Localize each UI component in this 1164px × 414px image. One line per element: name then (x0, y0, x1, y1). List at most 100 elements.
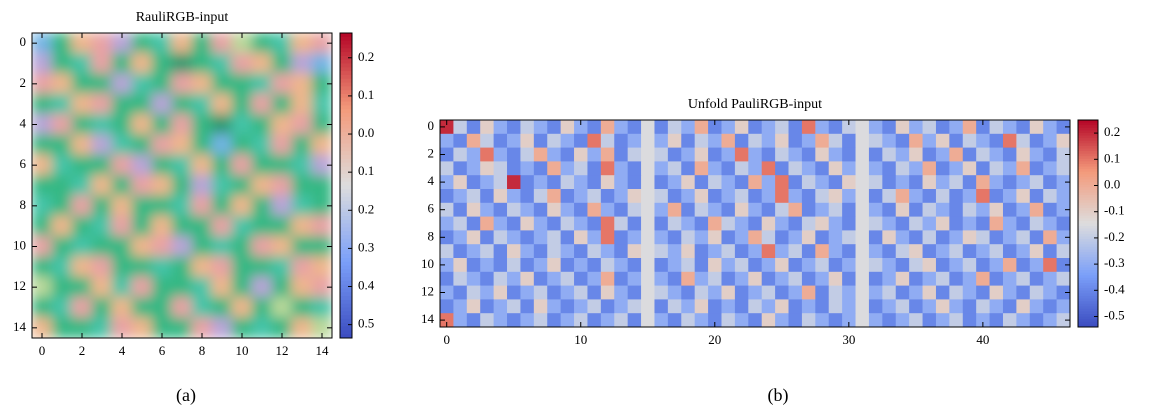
pixel (51, 235, 73, 258)
cell (734, 202, 749, 217)
cell (493, 313, 508, 328)
cell (734, 271, 749, 286)
colorbar-segment (340, 63, 352, 68)
colorbar-segment (340, 322, 352, 328)
cell (962, 258, 977, 273)
pixel (291, 134, 313, 156)
cell (493, 271, 508, 286)
cell (627, 120, 642, 135)
cell (815, 133, 830, 148)
colorbar-tick-label: 0.1 (358, 87, 374, 102)
cell (882, 258, 897, 273)
cell (815, 285, 830, 300)
cell (654, 216, 669, 231)
pixel (311, 134, 332, 156)
cell (1016, 244, 1031, 259)
pixel (171, 93, 193, 115)
colorbar-segment (340, 303, 352, 308)
cell (949, 175, 964, 190)
colorbar-segment (340, 151, 352, 156)
cell (520, 230, 535, 245)
cell (895, 216, 910, 231)
cell (480, 202, 495, 217)
cell (600, 313, 615, 328)
cell (1043, 244, 1057, 259)
cell (440, 299, 454, 314)
cell (480, 175, 495, 190)
colorbar-segment (1078, 311, 1098, 315)
cell (681, 120, 696, 135)
cell (949, 189, 964, 204)
cell (507, 133, 521, 148)
colorbar-segment (340, 143, 352, 148)
cell (466, 313, 481, 328)
cell (855, 133, 870, 148)
pixel (32, 134, 53, 156)
cell (600, 147, 615, 162)
cell (788, 175, 803, 190)
cell (1043, 216, 1057, 231)
pixel (171, 73, 193, 95)
colorbar-segment (1078, 130, 1098, 134)
cell (828, 147, 843, 162)
cell (560, 189, 575, 204)
cell (734, 133, 749, 148)
colorbar-segment (1078, 161, 1098, 165)
cell (533, 147, 548, 162)
cell (989, 120, 1004, 135)
pixel (151, 93, 173, 115)
cell (600, 258, 615, 273)
colorbar-segment (340, 250, 352, 255)
cell (828, 175, 843, 190)
cell (1056, 244, 1071, 259)
cell (493, 216, 508, 231)
cell (520, 120, 535, 135)
cell (721, 189, 736, 204)
cell (801, 244, 816, 259)
cell (828, 313, 843, 328)
pixel (291, 296, 313, 319)
cell (1016, 271, 1031, 286)
cell (895, 299, 910, 314)
colorbar-segment (1078, 306, 1098, 310)
colorbar-segment (340, 296, 352, 301)
cell (708, 244, 722, 259)
pixel (171, 113, 193, 136)
cell (842, 299, 856, 314)
cell (842, 175, 856, 190)
cell (721, 230, 736, 245)
colorbar-segment (340, 82, 352, 87)
cell (507, 244, 521, 259)
colorbar-segment (1078, 156, 1098, 160)
cell (466, 161, 481, 176)
pixel (171, 215, 193, 237)
cell (828, 258, 843, 273)
pixel (271, 93, 293, 115)
colorbar-segment (1078, 220, 1098, 224)
cell (708, 161, 722, 176)
cell (801, 147, 816, 162)
colorbar-segment (1078, 241, 1098, 245)
cell (466, 147, 481, 162)
cell (748, 230, 763, 245)
cell (1043, 258, 1057, 273)
cell (440, 120, 454, 135)
cell (641, 271, 655, 286)
pixel (231, 134, 253, 156)
cell (520, 202, 535, 217)
cell (842, 202, 856, 217)
cell (480, 313, 495, 328)
cell (922, 189, 937, 204)
colorbar-segment (1078, 308, 1098, 312)
cell (708, 285, 722, 300)
pixel (91, 317, 113, 338)
pixel (251, 174, 273, 197)
pixel (51, 195, 73, 217)
cell (1002, 285, 1017, 300)
cell (614, 189, 629, 204)
cell (600, 175, 615, 190)
y-tick-label: 12 (13, 278, 26, 293)
cell (922, 161, 937, 176)
cell (922, 216, 937, 231)
cell (627, 161, 642, 176)
